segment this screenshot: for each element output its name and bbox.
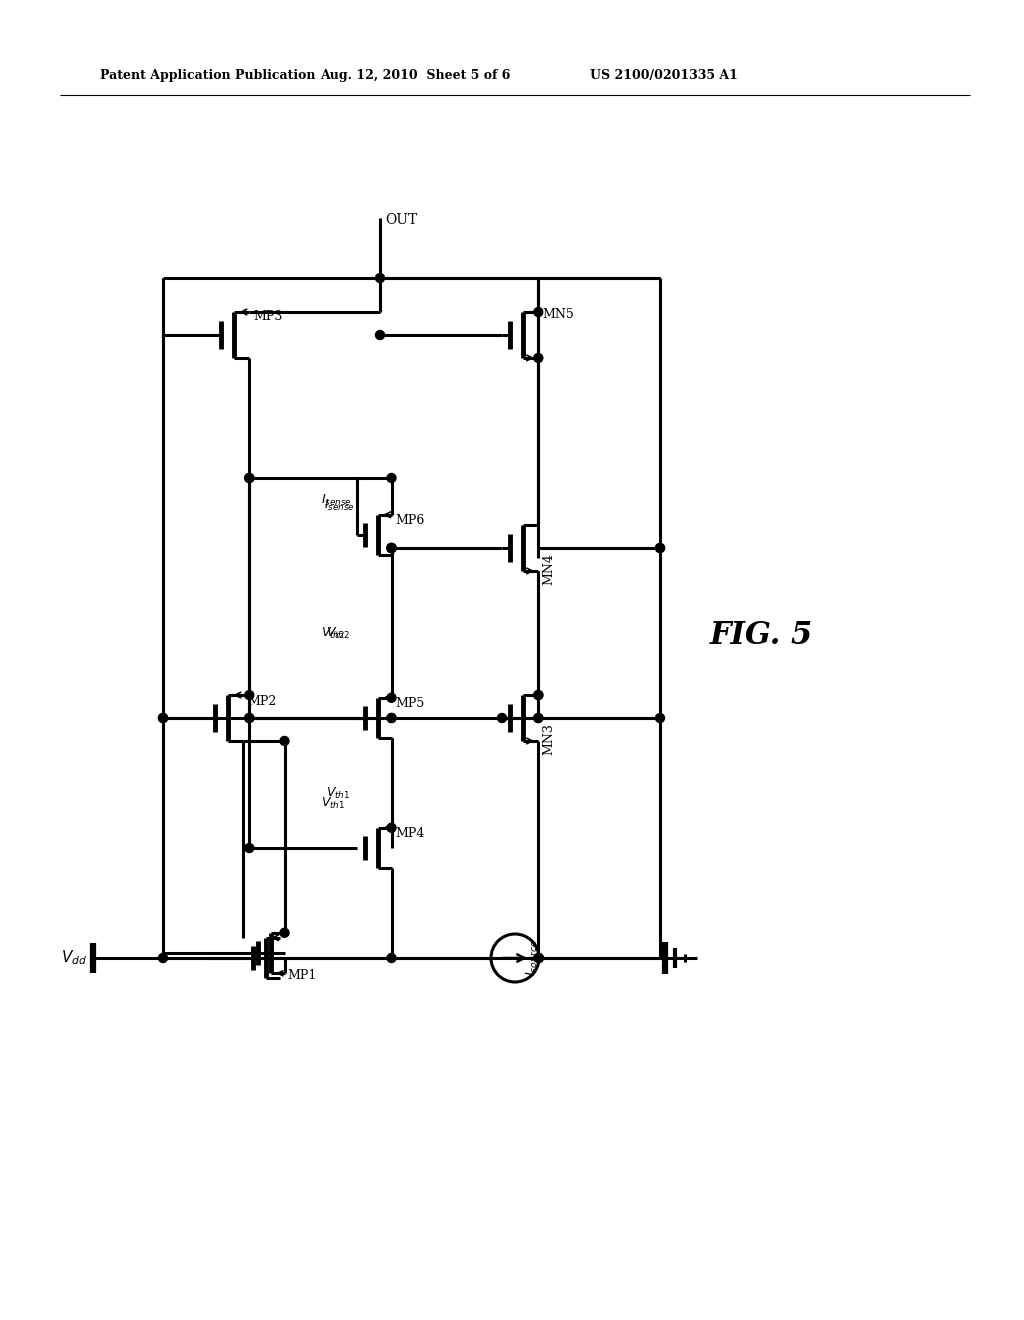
Text: MP5: MP5 <box>395 697 425 710</box>
Text: OUT: OUT <box>385 213 417 227</box>
Circle shape <box>280 737 289 746</box>
Text: $V_{dd}$: $V_{dd}$ <box>61 949 87 968</box>
Text: $V_{th1}$: $V_{th1}$ <box>326 785 350 800</box>
Circle shape <box>280 928 289 937</box>
Text: MP1: MP1 <box>288 969 316 982</box>
Circle shape <box>387 714 396 722</box>
Circle shape <box>245 714 254 722</box>
Text: MN5: MN5 <box>543 308 574 321</box>
Text: Patent Application Publication: Patent Application Publication <box>100 69 315 82</box>
Circle shape <box>534 354 543 363</box>
Circle shape <box>534 308 543 317</box>
Text: $I_{sense}$: $I_{sense}$ <box>325 498 355 513</box>
Circle shape <box>376 330 384 339</box>
Circle shape <box>534 714 543 722</box>
Text: $V_{th2}$: $V_{th2}$ <box>321 626 345 640</box>
Circle shape <box>534 690 543 700</box>
Circle shape <box>245 474 254 483</box>
Circle shape <box>159 714 168 722</box>
Circle shape <box>534 714 543 722</box>
Circle shape <box>245 690 254 700</box>
Circle shape <box>534 690 543 700</box>
Circle shape <box>387 544 396 553</box>
Circle shape <box>534 953 543 962</box>
Circle shape <box>655 714 665 722</box>
Circle shape <box>376 273 384 282</box>
Text: MN3: MN3 <box>543 723 555 755</box>
Text: $I_{sense}$: $I_{sense}$ <box>322 492 352 508</box>
Text: MN4: MN4 <box>543 553 555 585</box>
Circle shape <box>387 544 396 553</box>
Circle shape <box>655 544 665 553</box>
Circle shape <box>245 714 254 722</box>
Circle shape <box>159 714 168 722</box>
Text: MP2: MP2 <box>248 696 276 708</box>
Circle shape <box>387 714 396 722</box>
Text: FIG. 5: FIG. 5 <box>710 619 813 651</box>
Circle shape <box>387 953 396 962</box>
Circle shape <box>245 474 254 483</box>
Text: US 2100/0201335 A1: US 2100/0201335 A1 <box>590 69 738 82</box>
Circle shape <box>535 953 544 962</box>
Text: $V_{th2}$: $V_{th2}$ <box>326 626 350 640</box>
Circle shape <box>387 824 396 832</box>
Text: MP4: MP4 <box>395 828 425 840</box>
Circle shape <box>245 843 254 853</box>
Text: MP3: MP3 <box>253 310 283 323</box>
Circle shape <box>387 474 396 483</box>
Text: $I_{source}$: $I_{source}$ <box>525 940 540 977</box>
Circle shape <box>498 714 507 722</box>
Circle shape <box>387 544 396 553</box>
Text: $V_{th1}$: $V_{th1}$ <box>321 796 345 810</box>
Circle shape <box>387 544 396 553</box>
Circle shape <box>159 953 168 962</box>
Text: MP6: MP6 <box>395 513 425 527</box>
Circle shape <box>655 544 665 553</box>
Text: Aug. 12, 2010  Sheet 5 of 6: Aug. 12, 2010 Sheet 5 of 6 <box>319 69 510 82</box>
Circle shape <box>387 693 396 702</box>
